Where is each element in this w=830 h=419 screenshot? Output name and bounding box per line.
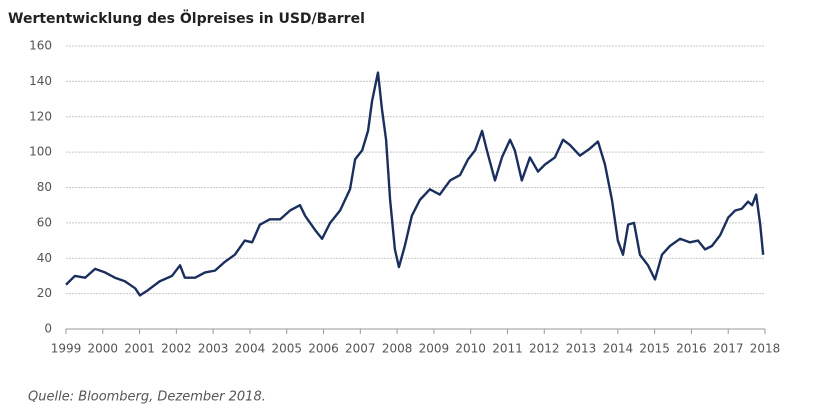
x-tick-label: 2005 — [271, 342, 302, 356]
x-tick-label: 2015 — [639, 342, 670, 356]
price-line — [65, 71, 765, 297]
source-note: Quelle: Bloomberg, Dezember 2018. — [28, 390, 266, 405]
y-tick-label: 60 — [37, 215, 52, 229]
x-tick-label: 2016 — [676, 342, 707, 356]
x-tick-label: 2000 — [88, 342, 119, 356]
y-tick-label: 100 — [29, 145, 52, 159]
x-tick-label: 2010 — [455, 342, 486, 356]
x-tick-label: 2003 — [198, 342, 229, 356]
y-tick-label: 20 — [37, 286, 52, 300]
x-tick-label: 2013 — [566, 342, 597, 356]
y-tick-label: 80 — [37, 180, 52, 194]
x-tick-label: 2002 — [161, 342, 192, 356]
chart-title: Wertentwicklung des Ölpreises in USD/Bar… — [8, 9, 365, 27]
x-tick-label: 2008 — [382, 342, 413, 356]
y-tick-label: 40 — [37, 251, 52, 265]
y-tick-label: 140 — [29, 74, 52, 88]
y-tick-label: 160 — [29, 39, 52, 53]
x-tick-label: 2006 — [308, 342, 339, 356]
y-tick-label: 0 — [44, 322, 52, 336]
x-tick-label: 2018 — [750, 342, 781, 356]
x-tick-label: 2011 — [492, 342, 523, 356]
y-tick-label: 120 — [29, 109, 52, 123]
x-tick-label: 2012 — [529, 342, 560, 356]
x-tick-label: 2009 — [419, 342, 450, 356]
x-tick-label: 2001 — [124, 342, 155, 356]
x-tick-label: 2017 — [713, 342, 744, 356]
x-tick-label: 2004 — [235, 342, 266, 356]
x-tick-label: 2014 — [603, 342, 634, 356]
x-tick-label: 2007 — [345, 342, 376, 356]
x-tick-label: 1999 — [51, 342, 82, 356]
